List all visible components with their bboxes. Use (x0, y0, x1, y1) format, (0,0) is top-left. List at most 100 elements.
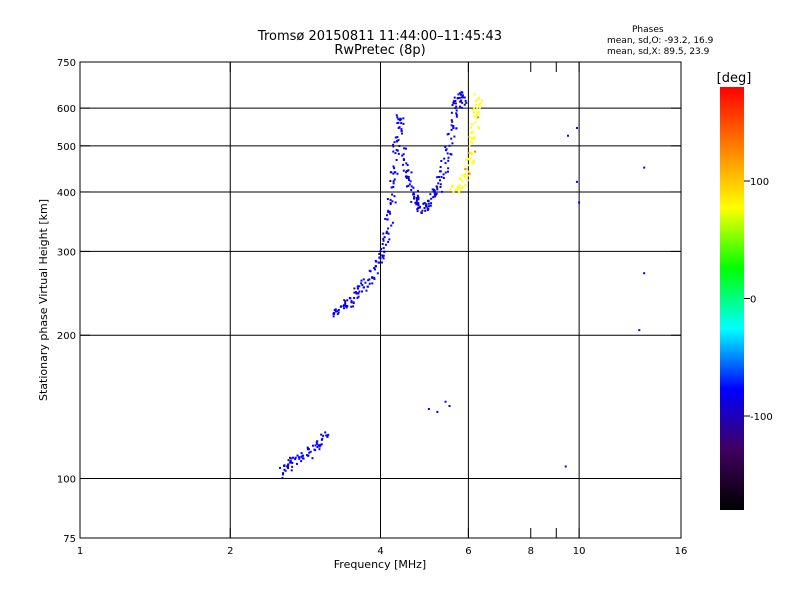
data-point (408, 183, 411, 186)
data-point (467, 157, 470, 160)
x-tick-labels: 1 2 4 6 8 10 16 (77, 546, 688, 557)
data-point (396, 122, 399, 125)
data-point (453, 135, 456, 138)
data-point (417, 196, 420, 199)
data-point (288, 456, 291, 459)
chart-title: Tromsø 20150811 11:44:00–11:45:43 (257, 29, 502, 44)
data-point (453, 102, 456, 105)
data-point (433, 193, 436, 196)
data-point (400, 129, 403, 132)
data-point (454, 107, 457, 110)
data-point (320, 443, 323, 446)
data-point (298, 457, 301, 460)
y-tick-label: 750 (57, 58, 76, 69)
data-point (382, 239, 385, 242)
data-point (397, 139, 400, 142)
data-point (343, 303, 346, 306)
data-point (316, 442, 319, 445)
data-point (405, 171, 408, 174)
data-point (406, 175, 409, 178)
data-point (477, 116, 480, 119)
data-point (435, 185, 438, 188)
data-point (300, 452, 303, 455)
data-point (396, 140, 399, 143)
data-point (392, 172, 395, 175)
data-point (480, 102, 483, 105)
data-point (415, 199, 418, 202)
data-point (353, 296, 356, 299)
data-point (390, 186, 393, 189)
data-point (401, 132, 404, 135)
x-tick-label: 2 (227, 546, 233, 557)
data-point (415, 202, 418, 205)
data-point (454, 102, 457, 105)
data-point (448, 144, 451, 147)
data-point (444, 400, 447, 403)
data-point (301, 454, 304, 457)
data-point (444, 162, 447, 165)
data-point (441, 190, 444, 193)
data-point (433, 189, 436, 192)
colorbar-tick-label: -100 (750, 412, 773, 423)
x-axis-label: Frequency [MHz] (334, 558, 426, 571)
data-point (417, 207, 420, 210)
data-point (480, 99, 483, 102)
data-point (343, 299, 346, 302)
data-point (446, 170, 449, 173)
data-point (355, 291, 358, 294)
data-point (472, 162, 475, 165)
data-point (471, 141, 474, 144)
data-point (309, 450, 312, 453)
data-point (410, 185, 413, 188)
data-point (382, 254, 385, 257)
data-point (451, 142, 454, 145)
data-point (320, 433, 323, 436)
data-point (384, 243, 387, 246)
data-point (340, 305, 343, 308)
data-point (427, 205, 430, 208)
data-point (383, 251, 386, 254)
data-point (355, 292, 358, 295)
data-point (336, 310, 339, 313)
data-point (379, 250, 382, 253)
y-tick-label: 400 (57, 188, 76, 199)
data-point (425, 205, 428, 208)
data-point (442, 173, 445, 176)
data-point (464, 175, 467, 178)
data-point (395, 148, 398, 151)
data-point (467, 164, 470, 167)
data-point (337, 308, 340, 311)
data-point (373, 277, 376, 280)
data-point (468, 145, 471, 148)
data-point (424, 209, 427, 212)
data-point (450, 119, 453, 122)
data-point (458, 100, 461, 103)
data-point (444, 145, 447, 148)
y-tick-labels: 75 100 200 300 400 500 600 750 (57, 58, 76, 545)
data-point (334, 308, 337, 311)
data-point (376, 272, 379, 275)
data-point (395, 114, 398, 117)
data-point (394, 136, 397, 139)
data-point (458, 96, 461, 99)
data-point (470, 153, 473, 156)
data-point (434, 192, 437, 195)
data-points (279, 91, 646, 479)
data-point (438, 175, 441, 178)
data-point (389, 203, 392, 206)
data-point (316, 446, 319, 449)
data-point (387, 210, 390, 213)
data-point (290, 457, 293, 460)
data-point (474, 121, 477, 124)
data-point (385, 214, 388, 217)
data-point (292, 456, 295, 459)
data-point (295, 462, 298, 465)
data-point (417, 201, 420, 204)
data-point (455, 109, 458, 112)
data-point (440, 175, 443, 178)
data-point (388, 210, 391, 213)
data-point (564, 465, 567, 468)
data-point (374, 259, 377, 262)
data-point (356, 296, 359, 299)
data-point (450, 137, 453, 140)
